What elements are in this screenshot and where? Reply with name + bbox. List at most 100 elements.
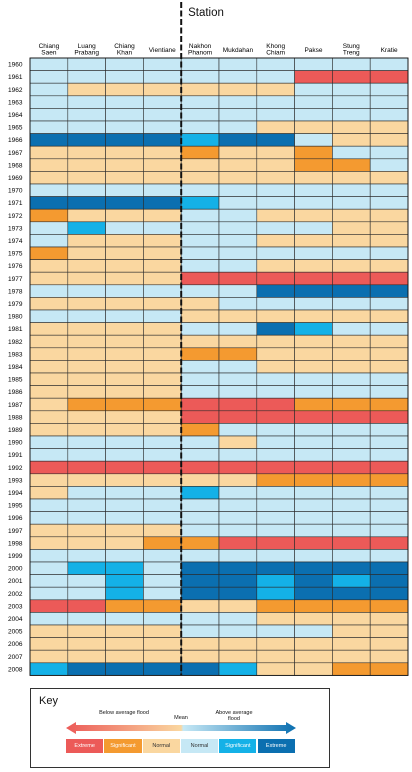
heatmap-cell <box>67 284 106 298</box>
heatmap-cell <box>294 498 333 512</box>
heatmap-cell <box>332 57 371 71</box>
heatmap-cell <box>218 108 258 122</box>
heatmap-cell <box>29 637 69 651</box>
heatmap-cell <box>369 511 409 525</box>
heatmap-cell <box>369 145 409 160</box>
heatmap-cell <box>332 322 371 336</box>
heatmap-cell <box>180 397 220 412</box>
heatmap-cell <box>256 284 295 298</box>
heatmap-cell <box>256 385 295 399</box>
heatmap-cell <box>180 271 220 286</box>
heatmap-cell <box>29 372 69 386</box>
heatmap-cell <box>180 95 220 109</box>
heatmap-chart: Chiang Saen Luang Prabang Chiang Khan Vientian… <box>8 2 409 676</box>
legend-below-label: Below average flood <box>99 710 149 716</box>
heatmap-cell <box>67 208 106 223</box>
heatmap-cell <box>143 511 182 525</box>
heatmap-cell <box>67 549 106 563</box>
heatmap-cell <box>29 574 69 588</box>
heatmap-cell <box>256 70 295 84</box>
heatmap-cell <box>67 599 106 613</box>
heatmap-cell <box>180 57 220 71</box>
heatmap-cell <box>294 183 333 197</box>
heatmap-cell <box>256 511 295 525</box>
heatmap-cell <box>294 612 333 626</box>
heatmap-cell <box>67 511 106 525</box>
heatmap-cell <box>67 612 106 626</box>
heatmap-cell <box>29 448 69 462</box>
heatmap-cell <box>180 322 220 336</box>
heatmap-cell <box>67 221 106 235</box>
heatmap-cell <box>67 460 106 475</box>
heatmap-cell <box>294 511 333 525</box>
heatmap-cell <box>29 145 69 160</box>
heatmap-cell <box>332 221 371 235</box>
year-label: 1980 <box>8 314 23 321</box>
heatmap-cell <box>369 297 409 311</box>
heatmap-cell <box>369 410 409 424</box>
heatmap-cell <box>332 498 371 512</box>
heatmap-cell <box>369 649 409 664</box>
heatmap-cell <box>218 372 258 386</box>
heatmap-cell <box>143 70 182 84</box>
heatmap-cell <box>29 649 69 664</box>
heatmap-cell <box>29 196 69 210</box>
heatmap-cell <box>67 145 106 160</box>
heatmap-cell <box>29 183 69 197</box>
year-label: 1970 <box>8 188 23 195</box>
heatmap-cell <box>294 448 333 462</box>
heatmap-cell <box>29 259 69 273</box>
heatmap-cell <box>67 347 106 361</box>
heatmap-cell <box>218 423 258 437</box>
heatmap-cell <box>218 145 258 160</box>
heatmap-cell <box>256 435 295 449</box>
heatmap-cell <box>29 95 69 109</box>
heatmap-cell <box>143 486 182 500</box>
station-label: Chiang Saen <box>39 43 60 57</box>
heatmap-cell <box>218 561 258 575</box>
heatmap-cell <box>294 208 333 223</box>
heatmap-cell <box>332 133 371 147</box>
heatmap-cell <box>218 309 258 323</box>
heatmap-cell <box>29 158 69 172</box>
heatmap-cell <box>218 208 258 223</box>
heatmap-cell <box>143 612 182 626</box>
heatmap-cell <box>332 108 371 122</box>
heatmap-cell <box>369 473 409 487</box>
year-label: 2003 <box>8 603 23 610</box>
heatmap-cell <box>256 208 295 223</box>
heatmap-cell <box>332 360 371 374</box>
heatmap-cell <box>67 133 106 147</box>
heatmap-cell <box>294 599 333 613</box>
heatmap-cell <box>29 473 69 487</box>
year-label: 1972 <box>8 213 23 220</box>
heatmap-cell <box>29 284 69 298</box>
heatmap-cell <box>294 536 333 550</box>
heatmap-cell <box>180 309 220 323</box>
heatmap-cell <box>105 612 144 626</box>
heatmap-cell <box>218 536 258 550</box>
year-label: 1961 <box>8 74 23 81</box>
heatmap-cell <box>143 599 182 613</box>
heatmap-cell <box>256 145 295 160</box>
heatmap-cell <box>256 234 295 248</box>
heatmap-cell <box>143 309 182 323</box>
heatmap-cell <box>218 95 258 109</box>
heatmap-cell <box>218 599 258 613</box>
year-label: 2000 <box>8 566 23 573</box>
heatmap-cell <box>332 297 371 311</box>
heatmap-cell <box>105 70 144 84</box>
heatmap-cell <box>294 221 333 235</box>
heatmap-cell <box>369 57 409 71</box>
heatmap-cell <box>294 171 333 185</box>
year-label: 2004 <box>8 616 23 623</box>
heatmap-cell <box>332 385 371 399</box>
heatmap-cell <box>143 297 182 311</box>
heatmap-cell <box>29 561 69 575</box>
heatmap-cell <box>180 460 220 475</box>
heatmap-cell <box>180 171 220 185</box>
heatmap-cell <box>369 347 409 361</box>
heatmap-cell <box>294 322 333 336</box>
heatmap-cell <box>29 410 69 424</box>
station-label: Luang Prabang <box>74 43 99 57</box>
